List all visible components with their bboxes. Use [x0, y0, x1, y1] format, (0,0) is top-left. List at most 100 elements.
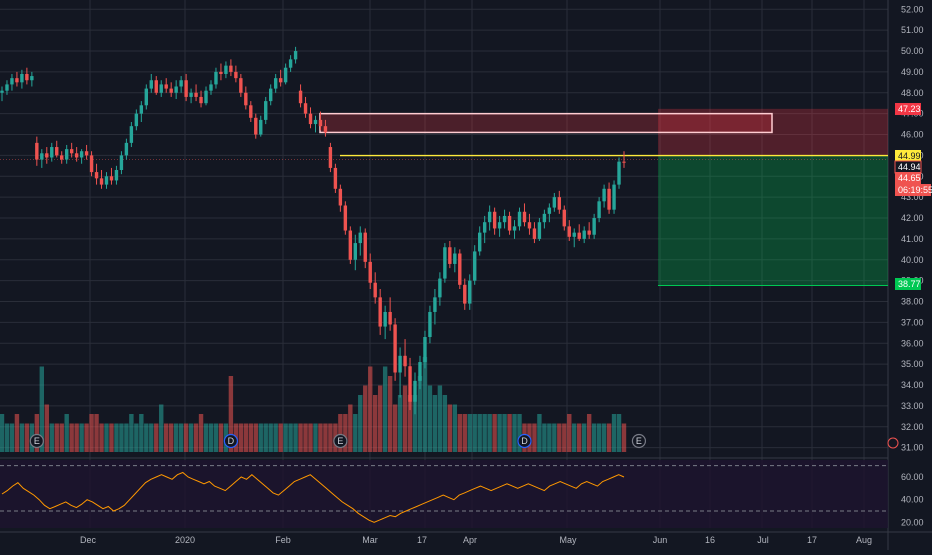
volume-bar — [427, 385, 433, 452]
candle-body — [537, 222, 542, 239]
price-tag-background — [895, 150, 921, 162]
candle-body — [567, 226, 571, 237]
candle — [502, 209, 507, 229]
price-tag-background — [895, 103, 921, 115]
candle-body — [273, 78, 278, 89]
candle — [388, 297, 392, 331]
candle — [189, 88, 193, 104]
candle — [264, 96, 268, 125]
candle-body — [45, 153, 49, 158]
volume-bar — [402, 385, 408, 452]
candle — [378, 288, 382, 335]
volume-bar — [387, 376, 393, 452]
candle-body — [468, 280, 472, 304]
candle — [333, 163, 338, 193]
candle-body — [114, 170, 119, 181]
price-tag-text: 47.23 — [898, 104, 921, 114]
candle-body — [353, 243, 357, 260]
event-marker-label: E — [34, 436, 40, 446]
volume-bar — [621, 423, 627, 452]
candle — [169, 82, 173, 97]
candle-body — [542, 213, 547, 223]
volume-bar — [69, 423, 74, 452]
candle — [463, 278, 467, 310]
volume-bar — [358, 395, 363, 452]
candle-body — [343, 205, 348, 231]
volume-bar — [178, 423, 184, 452]
candle — [512, 220, 517, 239]
volume-bar — [164, 423, 169, 452]
candle — [527, 213, 532, 235]
resistance-zone — [319, 112, 773, 134]
candle-body — [55, 147, 59, 156]
candle-body — [124, 142, 129, 156]
candle — [577, 224, 581, 241]
volume-bar — [104, 423, 109, 452]
candle — [20, 69, 24, 89]
candle — [159, 80, 163, 97]
volume-bar — [288, 423, 293, 452]
candle-body — [154, 80, 158, 93]
candle — [64, 144, 69, 164]
candle-body — [552, 197, 557, 208]
candle-body — [129, 126, 134, 143]
candle-body — [239, 78, 243, 93]
candle-body — [388, 311, 392, 325]
candle-body — [562, 209, 566, 227]
candle — [114, 165, 119, 185]
candle-body — [617, 161, 621, 185]
volume-bar — [407, 395, 413, 452]
event-marker: E — [333, 433, 348, 449]
event-marker: E — [631, 433, 647, 449]
candle-body — [363, 232, 367, 262]
candle — [69, 142, 74, 158]
candle-body — [348, 230, 353, 260]
price-tag-text: 44.99 — [898, 151, 921, 161]
candle — [612, 180, 616, 214]
candle-body — [318, 119, 323, 127]
candle-body — [507, 215, 512, 231]
candle-body — [269, 88, 273, 102]
candle-body — [89, 155, 94, 173]
candle — [209, 80, 213, 95]
candle — [50, 142, 54, 162]
volume-bar — [203, 423, 209, 452]
candle-body — [224, 65, 228, 74]
volume-bar — [258, 423, 263, 452]
candle-body — [204, 90, 208, 104]
volume-bar — [129, 414, 134, 452]
time-axis: Dec 2020 Feb Mar 17 Apr May Jun 16 Jul 17 Aug — [80, 535, 872, 545]
candle — [383, 305, 387, 340]
volume-bar — [99, 423, 104, 452]
volume-bar — [89, 414, 94, 452]
price-tick-label: 48.00 — [901, 88, 924, 98]
candle — [5, 80, 9, 95]
candle-body — [333, 167, 338, 189]
candle-body — [473, 251, 477, 281]
volume-bar — [188, 423, 194, 452]
time-tick-label: Mar — [362, 535, 378, 545]
volume-bar — [144, 423, 149, 452]
volume-bar — [482, 414, 487, 452]
candle — [239, 73, 243, 97]
candle-body — [373, 282, 377, 298]
candle-body — [338, 188, 343, 206]
time-tick-label: 2020 — [175, 535, 195, 545]
volume-bar — [168, 423, 174, 452]
time-tick-label: Feb — [275, 535, 291, 545]
candle-body — [458, 253, 462, 285]
time-tick-label: Apr — [463, 535, 477, 545]
volume-bar — [512, 414, 517, 452]
volume-bar — [363, 385, 368, 452]
volume-bar — [502, 414, 507, 452]
candle — [164, 78, 168, 93]
candle — [249, 101, 253, 122]
volume-bar — [49, 423, 54, 452]
event-marker: D — [223, 433, 238, 449]
candle-body — [25, 73, 29, 81]
candle-body — [20, 73, 24, 83]
candle — [40, 149, 44, 168]
candle — [199, 90, 203, 108]
